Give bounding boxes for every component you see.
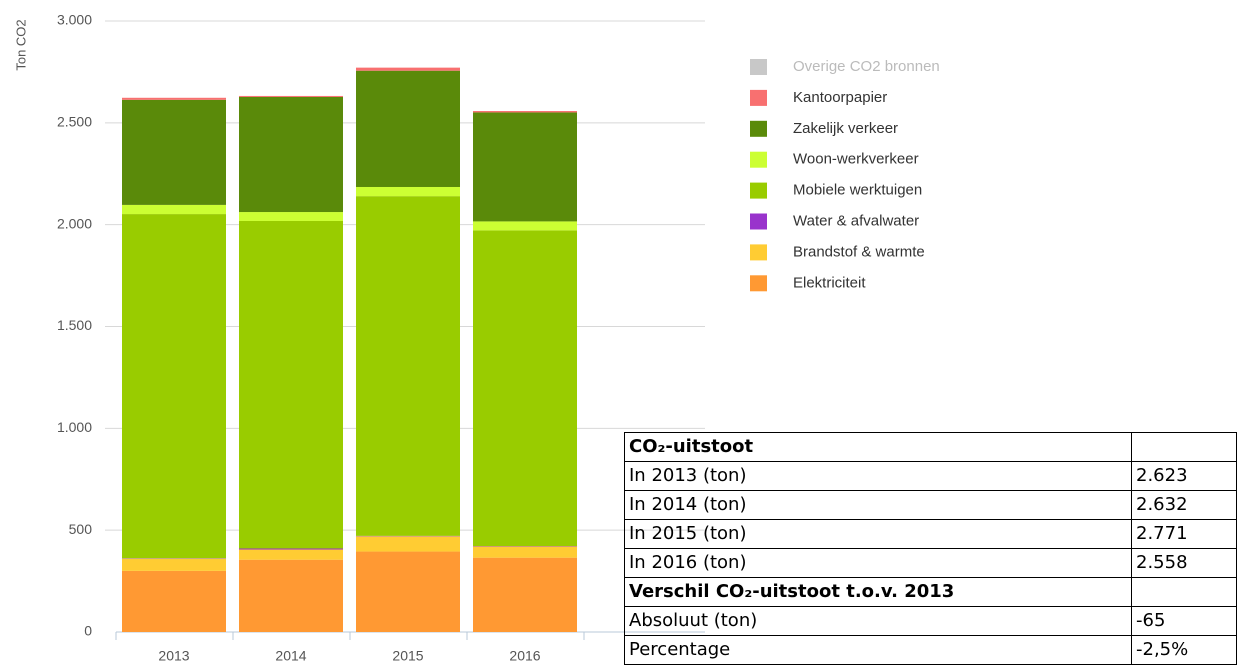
table-cell: 2.632 bbox=[1131, 490, 1237, 520]
legend-swatch bbox=[750, 120, 767, 137]
table-cell: Percentage bbox=[624, 635, 1132, 665]
bar-segment bbox=[239, 221, 343, 549]
legend-swatch bbox=[750, 89, 767, 106]
table-cell: -65 bbox=[1131, 606, 1237, 636]
legend-swatch bbox=[750, 244, 767, 261]
table-cell: In 2013 (ton) bbox=[624, 461, 1132, 491]
bar-segment bbox=[473, 112, 577, 222]
bar-segment bbox=[239, 96, 343, 213]
table-cell: Verschil CO₂-uitstoot t.o.v. 2013 bbox=[624, 577, 1132, 607]
table-row: In 2015 (ton) 2.771 bbox=[624, 519, 1237, 549]
legend-swatch bbox=[750, 151, 767, 168]
table-cell: CO₂-uitstoot bbox=[624, 432, 1132, 462]
bar-segment bbox=[473, 221, 577, 231]
x-tick-label: 2014 bbox=[275, 648, 306, 664]
legend-text: Woon-werkverkeer bbox=[793, 151, 919, 168]
y-tick-label: 0 bbox=[84, 623, 92, 639]
bar-segment bbox=[239, 549, 343, 560]
legend-text: Elektriciteit bbox=[793, 274, 866, 291]
x-tick-label: 2016 bbox=[509, 648, 540, 664]
bar-segment bbox=[356, 186, 460, 197]
legend-swatch bbox=[750, 59, 767, 75]
bar-segment bbox=[122, 97, 226, 100]
bar-segment bbox=[356, 70, 460, 187]
legend-swatch bbox=[750, 213, 767, 230]
bar-segment bbox=[122, 99, 226, 205]
bar-segment bbox=[473, 111, 577, 113]
bar-segment bbox=[239, 559, 343, 632]
table-row: In 2016 (ton) 2.558 bbox=[624, 548, 1237, 578]
y-tick-label: 1.000 bbox=[57, 419, 92, 435]
table-cell: In 2015 (ton) bbox=[624, 519, 1132, 549]
table-row: CO₂-uitstoot bbox=[624, 432, 1237, 462]
bar-segment bbox=[473, 230, 577, 547]
bar-segment bbox=[122, 204, 226, 215]
bar-segment bbox=[122, 558, 226, 571]
co2-table: CO₂-uitstoot In 2013 (ton) 2.623 In 2014 (t… bbox=[624, 432, 1237, 665]
legend-text: Brandstof & warmte bbox=[793, 243, 925, 260]
bar-segment bbox=[122, 570, 226, 632]
table-cell bbox=[1131, 432, 1237, 462]
y-tick-label: 2.500 bbox=[57, 114, 92, 130]
table-row: Absoluut (ton) -65 bbox=[624, 606, 1237, 636]
legend-text: Overige CO2 bronnen bbox=[793, 58, 940, 75]
x-tick-label: 2013 bbox=[158, 648, 189, 664]
y-tick-label: 1.500 bbox=[57, 317, 92, 333]
bar-segment bbox=[356, 536, 460, 552]
y-tick-label: 500 bbox=[69, 521, 93, 537]
y-tick-label: 3.000 bbox=[57, 12, 92, 28]
table-cell: In 2016 (ton) bbox=[624, 548, 1132, 578]
bar-segment bbox=[239, 212, 343, 222]
legend-text: Zakelijk verkeer bbox=[793, 120, 898, 137]
legend-text: Mobiele werktuigen bbox=[793, 182, 922, 199]
table-row: Percentage -2,5% bbox=[624, 635, 1237, 665]
bar-segment bbox=[356, 67, 460, 71]
table-cell: -2,5% bbox=[1131, 635, 1237, 665]
table-row: In 2014 (ton) 2.632 bbox=[624, 490, 1237, 520]
bar-segment bbox=[356, 551, 460, 632]
bar-segment bbox=[473, 557, 577, 632]
table-cell bbox=[1131, 577, 1237, 607]
y-axis-label: Ton CO2 bbox=[13, 19, 28, 70]
bar-segment bbox=[356, 196, 460, 536]
table-cell: 2.558 bbox=[1131, 548, 1237, 578]
table-cell: In 2014 (ton) bbox=[624, 490, 1132, 520]
table-cell: Absoluut (ton) bbox=[624, 606, 1132, 636]
y-tick-label: 2.000 bbox=[57, 215, 92, 231]
table-row: In 2013 (ton) 2.623 bbox=[624, 461, 1237, 491]
bar-segment bbox=[473, 546, 577, 558]
bar-segment bbox=[239, 95, 343, 97]
table-row: Verschil CO₂-uitstoot t.o.v. 2013 bbox=[624, 577, 1237, 607]
bar-segment bbox=[239, 548, 343, 550]
legend-swatch bbox=[750, 182, 767, 199]
table-cell: 2.623 bbox=[1131, 461, 1237, 491]
table-cell: 2.771 bbox=[1131, 519, 1237, 549]
legend-swatch bbox=[750, 275, 767, 292]
legend-text: Kantoorpapier bbox=[793, 89, 887, 106]
legend-text: Water & afvalwater bbox=[793, 212, 919, 229]
bar-segment bbox=[122, 214, 226, 559]
x-tick-label: 2015 bbox=[392, 648, 423, 664]
